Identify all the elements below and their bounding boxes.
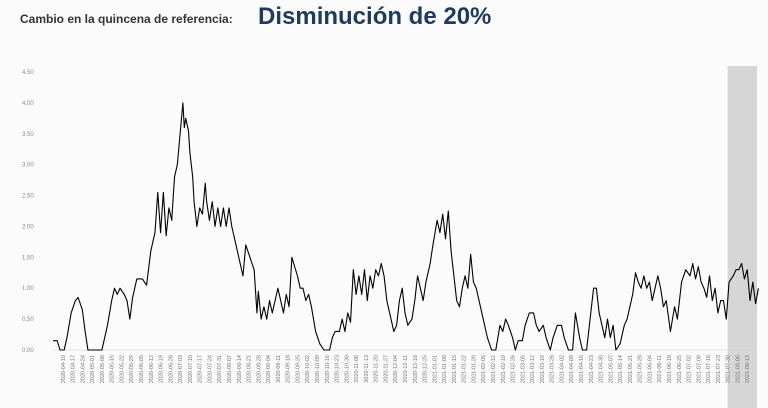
- x-tick-label: 2020-12-11: [403, 355, 409, 383]
- x-tick-label: 2021-03-26: [550, 355, 556, 383]
- x-tick-label: 2020-05-15: [110, 355, 116, 383]
- x-tick-label: 2021-06-25: [677, 355, 683, 383]
- x-tick-label: 2021-05-28: [638, 355, 644, 383]
- x-tick-label: 2020-11-20: [374, 355, 380, 383]
- x-tick-label: 2020-06-12: [149, 355, 155, 383]
- x-tick-label: 2021-08-13: [745, 355, 751, 383]
- x-tick-label: 2020-10-02: [305, 355, 311, 383]
- x-tick-label: 2020-09-11: [276, 355, 282, 383]
- y-axis: 0.00 0.50 1.00 1.50 2.00 2.50 3.00 3.50 4.00 4.50: [22, 70, 757, 354]
- x-tick-label: 2021-06-04: [647, 355, 653, 383]
- highlight-band: [727, 66, 757, 408]
- x-tick-label: 2020-06-19: [159, 355, 165, 383]
- x-tick-label: 2021-01-08: [442, 355, 448, 383]
- x-tick-label: 2020-11-13: [364, 355, 370, 383]
- y-tick-label: 2.00: [22, 224, 34, 230]
- x-tick-label: 2020-05-08: [100, 355, 106, 383]
- x-axis: 2020-04-10 2020-04-17 2020-04-24 2020-05-01…: [61, 355, 751, 383]
- x-tick-label: 2021-01-22: [462, 355, 468, 383]
- y-tick-label: 1.50: [22, 255, 34, 261]
- x-tick-label: 2020-10-16: [325, 355, 331, 383]
- x-tick-label: 2020-10-23: [335, 355, 341, 383]
- x-tick-label: 2021-04-09: [569, 355, 575, 383]
- x-tick-label: 2021-02-05: [481, 355, 487, 383]
- x-tick-label: 2020-10-30: [344, 355, 350, 383]
- x-tick-label: 2021-07-23: [716, 355, 722, 383]
- x-tick-label: 2021-04-30: [599, 355, 605, 383]
- x-tick-label: 2020-05-22: [119, 355, 125, 383]
- lead-label: Cambio en la quincena de referencia:: [20, 12, 233, 26]
- y-tick-label: 4.00: [22, 101, 34, 107]
- x-tick-label: 2020-04-17: [71, 355, 77, 383]
- x-tick-label: 2021-04-02: [559, 355, 565, 383]
- x-tick-label: 2020-12-18: [413, 355, 419, 383]
- x-tick-label: 2020-07-17: [198, 355, 204, 383]
- x-tick-label: 2020-11-06: [354, 355, 360, 383]
- x-tick-label: 2021-05-21: [628, 355, 634, 383]
- x-tick-label: 2021-02-12: [491, 355, 497, 383]
- y-tick-label: 0.00: [22, 348, 34, 354]
- x-tick-label: 2021-01-01: [432, 355, 438, 383]
- y-tick-label: 1.00: [22, 286, 34, 292]
- x-tick-label: 2020-08-28: [256, 355, 262, 383]
- y-tick-label: 3.00: [22, 163, 34, 169]
- x-tick-label: 2020-08-21: [247, 355, 253, 383]
- x-tick-label: 2021-07-09: [696, 355, 702, 383]
- x-tick-label: 2020-09-25: [295, 355, 301, 383]
- x-tick-label: 2021-02-19: [501, 355, 507, 383]
- x-tick-label: 2020-08-14: [237, 355, 243, 383]
- x-tick-label: 2020-06-05: [139, 355, 145, 383]
- headline: Disminución de 20%: [258, 3, 492, 30]
- x-tick-label: 2020-06-26: [168, 355, 174, 383]
- x-tick-label: 2020-08-07: [227, 355, 233, 383]
- x-tick-label: 2021-03-19: [540, 355, 546, 383]
- x-tick-label: 2020-09-04: [266, 355, 272, 383]
- x-tick-label: 2020-07-31: [217, 355, 223, 383]
- x-tick-label: 2020-05-29: [129, 355, 135, 383]
- x-tick-label: 2020-07-03: [178, 355, 184, 383]
- y-tick-label: 0.50: [22, 317, 34, 323]
- y-tick-label: 4.50: [22, 70, 34, 76]
- y-tick-label: 3.50: [22, 132, 34, 138]
- x-tick-label: 2021-01-15: [452, 355, 458, 383]
- x-tick-label: 2020-10-09: [315, 355, 321, 383]
- x-tick-label: 2021-02-26: [511, 355, 517, 383]
- x-tick-label: 2021-08-06: [735, 355, 741, 383]
- x-tick-label: 2020-07-10: [188, 355, 194, 383]
- x-tick-label: 2020-05-01: [90, 355, 96, 383]
- x-tick-label: 2020-07-24: [207, 355, 213, 383]
- series-layer: [53, 102, 759, 351]
- x-tick-label: 2021-05-14: [618, 355, 624, 383]
- x-tick-label: 2021-03-12: [530, 355, 536, 383]
- x-tick-label: 2021-04-23: [589, 355, 595, 383]
- x-tick-label: 2021-06-11: [657, 355, 663, 383]
- x-tick-label: 2021-07-02: [687, 355, 693, 383]
- highlight-layer: [727, 66, 757, 408]
- x-tick-label: 2021-03-05: [520, 355, 526, 383]
- x-tick-label: 2021-07-16: [706, 355, 712, 383]
- x-tick-label: 2021-01-29: [471, 355, 477, 383]
- x-tick-label: 2021-04-16: [579, 355, 585, 383]
- x-tick-label: 2020-09-18: [286, 355, 292, 383]
- y-tick-label: 2.50: [22, 194, 34, 200]
- x-tick-label: 2021-06-18: [667, 355, 673, 383]
- header: Cambio en la quincena de referencia: Dis…: [0, 0, 768, 40]
- x-tick-label: 2021-07-30: [726, 355, 732, 383]
- x-tick-label: 2020-04-10: [61, 355, 67, 383]
- x-tick-label: 2020-12-04: [393, 355, 399, 383]
- x-tick-label: 2020-12-25: [423, 355, 429, 383]
- x-tick-label: 2020-11-27: [383, 355, 389, 383]
- x-tick-label: 2021-05-07: [608, 355, 614, 383]
- x-tick-label: 2020-04-24: [80, 355, 86, 383]
- series-line: [53, 102, 759, 351]
